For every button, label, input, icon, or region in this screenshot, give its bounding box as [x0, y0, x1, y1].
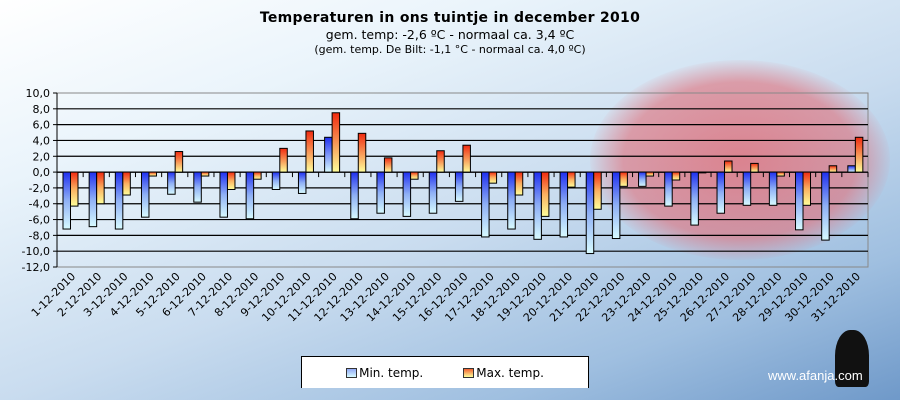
- bar-min-temp: [559, 171, 569, 238]
- bar-min-temp: [271, 171, 281, 190]
- bar-max-temp: [226, 171, 236, 190]
- bar-min-temp: [821, 171, 830, 241]
- bar-max-temp: [802, 171, 812, 206]
- bar-max-temp: [148, 171, 157, 177]
- bar-min-temp: [690, 171, 699, 226]
- bar-min-temp: [454, 171, 464, 202]
- bar-min-temp: [376, 171, 385, 214]
- bar-max-temp: [750, 162, 759, 173]
- bar-max-temp: [514, 171, 524, 196]
- bar-min-temp: [742, 171, 752, 206]
- bar-max-temp: [645, 171, 655, 177]
- bar-max-temp: [697, 171, 707, 174]
- bar-max-temp: [174, 151, 184, 173]
- bar-min-temp: [114, 171, 124, 230]
- bar-max-temp: [462, 144, 471, 173]
- bar-min-temp: [611, 171, 621, 240]
- legend-item-min: Min. temp.: [346, 366, 423, 380]
- bar-min-temp: [350, 171, 359, 220]
- bar-min-temp: [402, 171, 412, 217]
- y-tick-label: -12,0: [22, 261, 50, 274]
- bar-min-temp: [716, 171, 726, 214]
- bar-max-temp: [331, 112, 341, 173]
- bar-max-temp: [776, 171, 785, 177]
- y-tick-label: 8,0: [33, 103, 51, 116]
- legend-label-max: Max. temp.: [476, 365, 544, 380]
- bar-max-temp: [305, 130, 314, 173]
- chart-subtitle: gem. temp: -2,6 ºC - normaal ca. 3,4 ºC: [325, 27, 575, 42]
- y-tick-label: 4,0: [33, 134, 51, 147]
- watermark: www.afanja.com: [768, 368, 863, 383]
- y-tick-label: 6,0: [33, 119, 51, 132]
- bar-min-temp: [795, 171, 804, 231]
- legend-swatch-max: [463, 368, 475, 378]
- bar-max-temp: [96, 171, 105, 205]
- bar-max-temp: [436, 150, 445, 173]
- bar-min-temp: [62, 171, 71, 230]
- bar-max-temp: [854, 136, 864, 173]
- bar-min-temp: [324, 136, 333, 173]
- bar-min-temp: [88, 171, 98, 228]
- bar-min-temp: [428, 171, 438, 214]
- bar-min-temp: [768, 171, 778, 206]
- bar-min-temp: [245, 171, 255, 220]
- legend-label-min: Min. temp.: [359, 365, 424, 380]
- bar-max-temp: [70, 171, 79, 207]
- bar-min-temp: [638, 171, 647, 187]
- y-tick-label: -2,0: [29, 182, 50, 195]
- bar-max-temp: [828, 165, 838, 173]
- chart-titles: Temperaturen in ons tuintje in december …: [0, 10, 900, 56]
- legend-swatch-min: [346, 368, 358, 378]
- y-tick-label: -4,0: [29, 198, 50, 211]
- y-tick-label: 0,0: [33, 166, 51, 179]
- bar-min-temp: [585, 171, 595, 255]
- bar-max-temp: [122, 171, 131, 196]
- bar-max-temp: [253, 171, 262, 180]
- bar-max-temp: [567, 171, 576, 188]
- bar-max-temp: [410, 171, 419, 180]
- bar-max-temp: [671, 171, 681, 181]
- bar-max-temp: [383, 157, 393, 173]
- y-tick-label: -10,0: [22, 245, 50, 258]
- bar-max-temp: [357, 132, 367, 173]
- bar-min-temp: [664, 171, 673, 207]
- y-tick-label: 2,0: [33, 150, 51, 163]
- silhouette-logo: [835, 330, 869, 387]
- bar-min-temp: [167, 171, 176, 195]
- legend: Min. temp. Max. temp.: [301, 356, 589, 388]
- bar-max-temp: [200, 171, 210, 177]
- bar-max-temp: [619, 171, 628, 187]
- chart-subtitle-2: (gem. temp. De Bilt: -1,1 °C - normaal c…: [314, 43, 586, 56]
- bar-min-temp: [481, 171, 490, 238]
- chart-title: Temperaturen in ons tuintje in december …: [259, 10, 641, 26]
- bar-max-temp: [488, 171, 498, 184]
- y-tick-label: -8,0: [29, 229, 50, 242]
- bar-max-temp: [540, 171, 550, 217]
- legend-item-max: Max. temp.: [463, 366, 544, 380]
- bar-min-temp: [533, 171, 542, 240]
- bar-max-temp: [279, 147, 288, 173]
- bar-min-temp: [219, 171, 228, 218]
- y-tick-label: 10,0: [26, 87, 51, 100]
- bar-min-temp: [507, 171, 516, 230]
- bar-max-temp: [593, 171, 602, 210]
- bar-max-temp: [724, 160, 733, 173]
- bar-min-temp: [297, 171, 307, 194]
- bar-min-temp: [847, 165, 856, 173]
- bar-min-temp: [140, 171, 150, 218]
- y-tick-label: -6,0: [29, 214, 50, 227]
- bar-min-temp: [193, 171, 202, 203]
